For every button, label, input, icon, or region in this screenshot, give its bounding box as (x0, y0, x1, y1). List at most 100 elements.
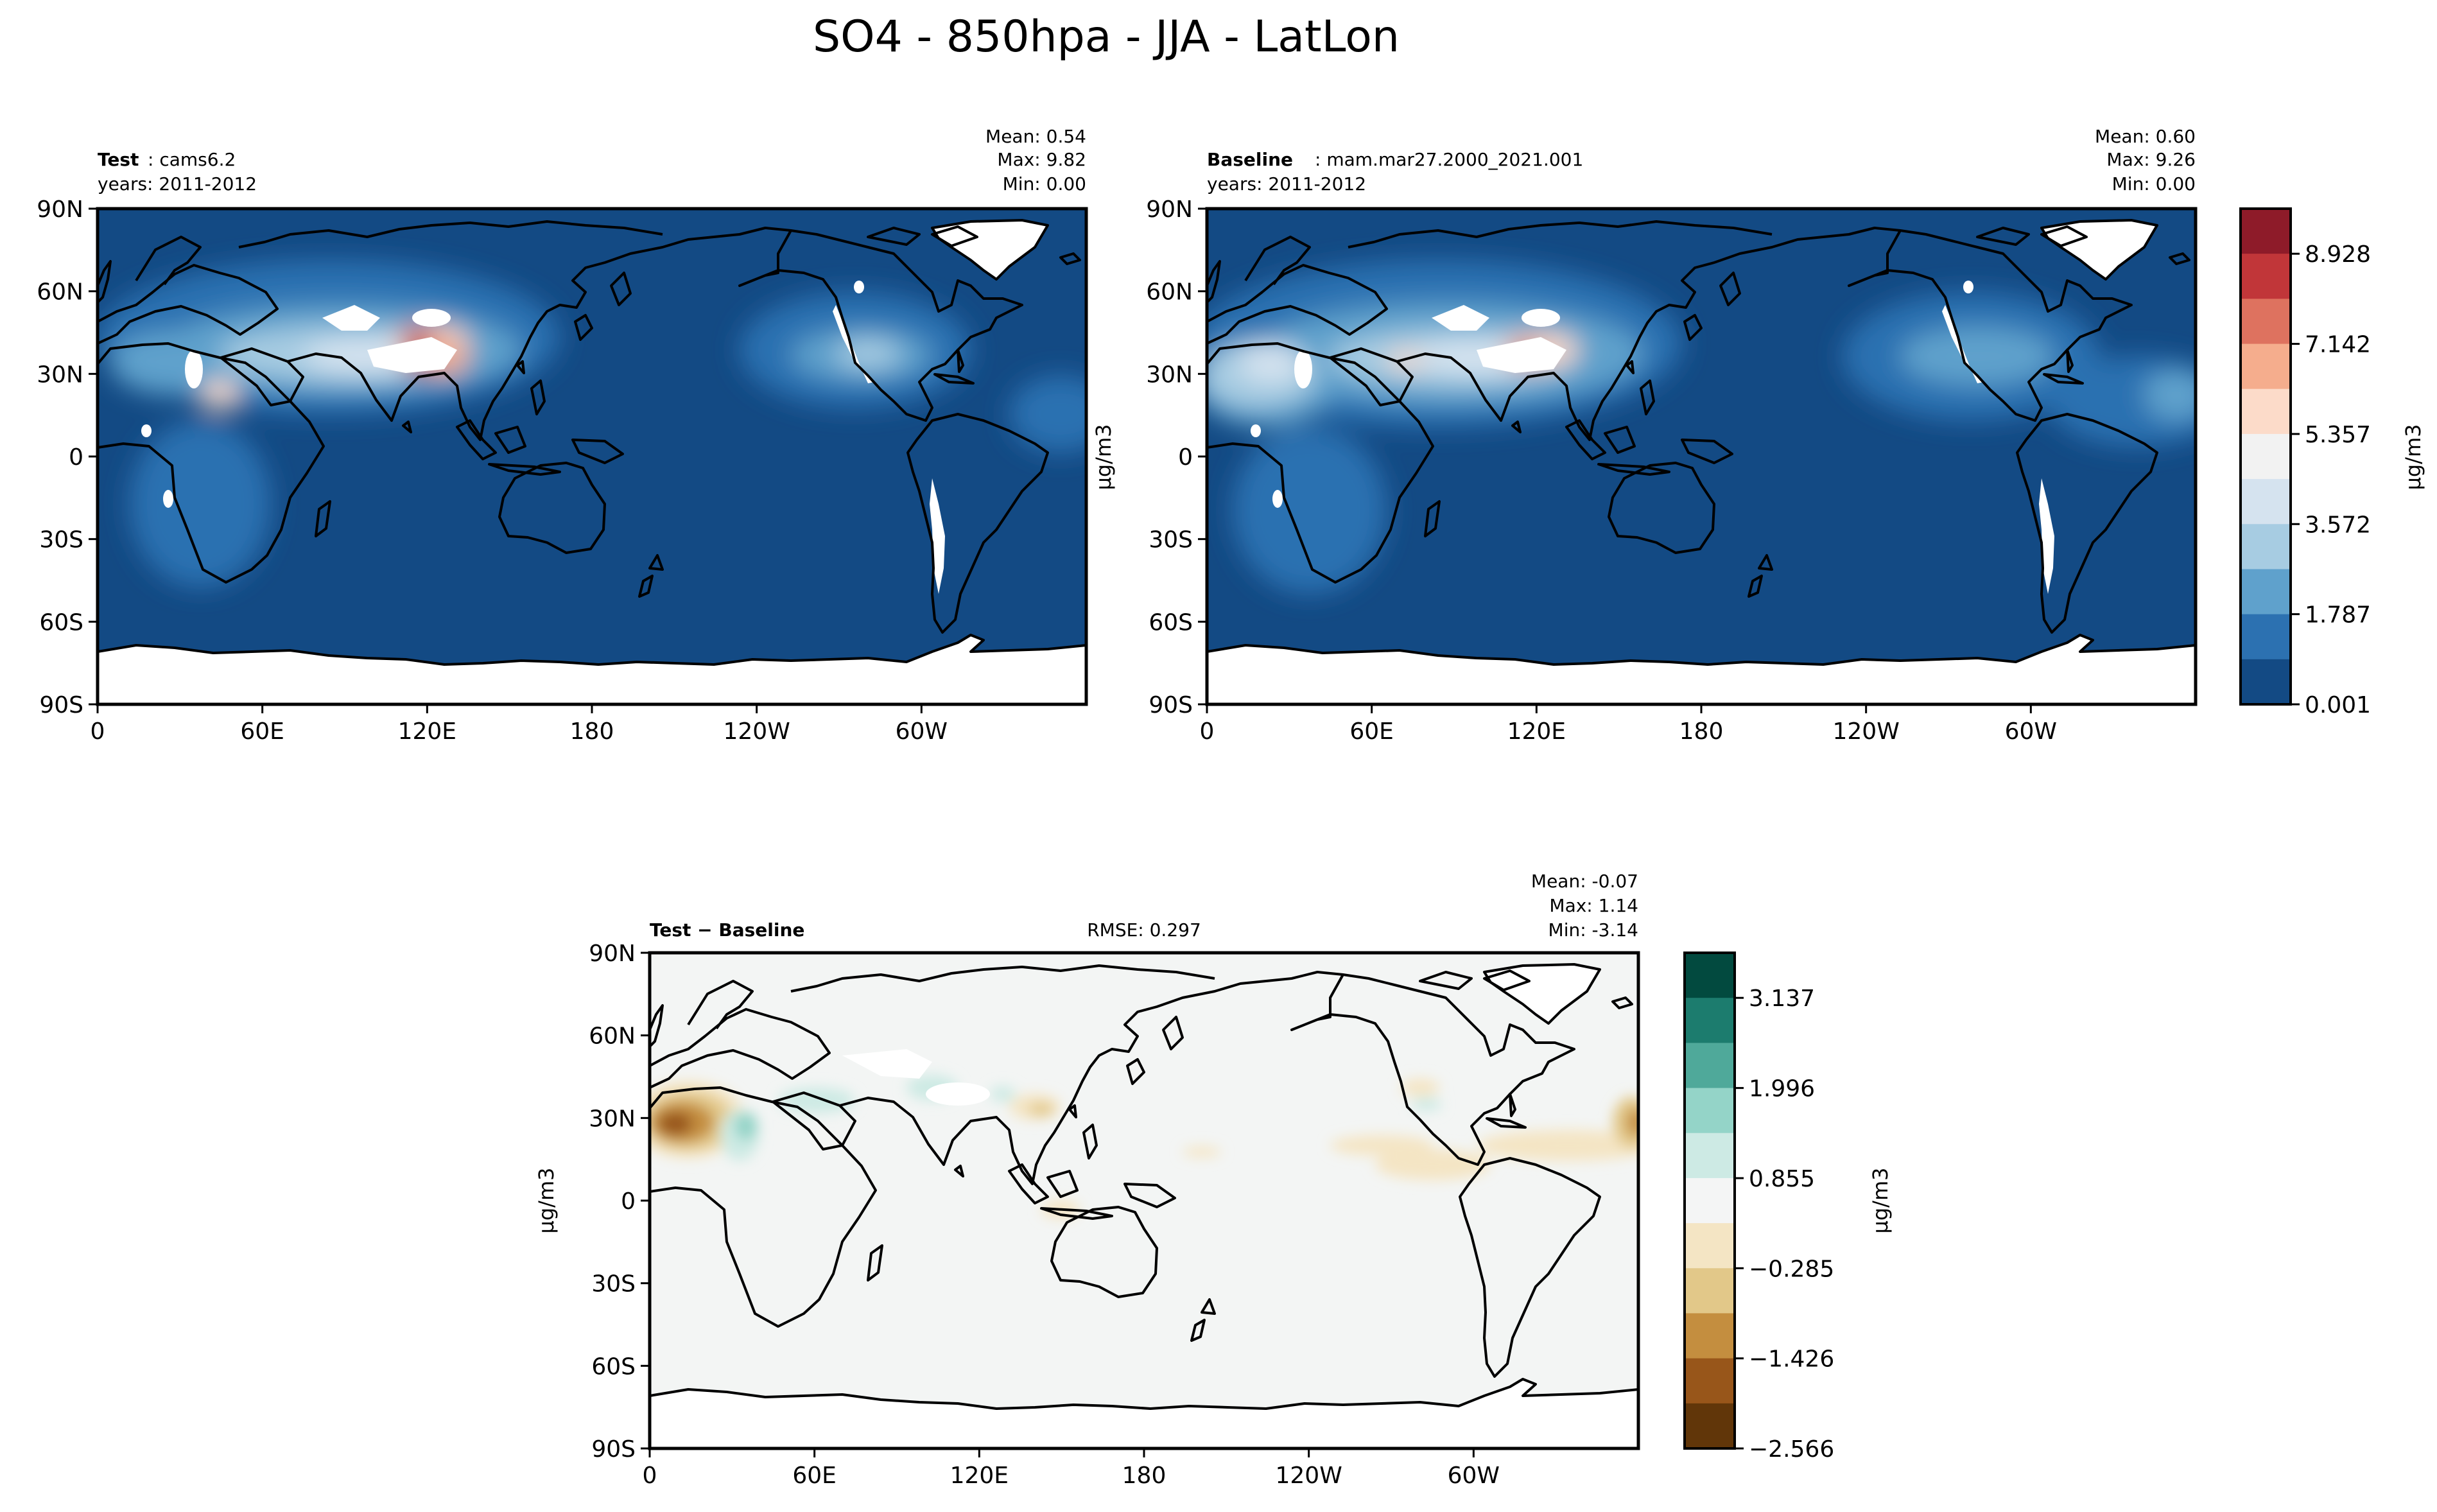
panel-diff: Test − Baseline RMSE: 0.297 Mean: -0.07 … (534, 871, 1640, 1489)
panel-diff-ylabel: μg/m3 (534, 1168, 559, 1234)
panel-test-stat-max: Max: 9.82 (997, 149, 1086, 170)
colorbar-main-segment (2241, 614, 2291, 660)
panel-diff-ytick-label: 60N (589, 1023, 636, 1050)
colorbar-main-segment (2241, 343, 2291, 390)
panel-baseline-xtick-label: 120E (1507, 718, 1566, 745)
colorbar-diff-label: μg/m3 (1868, 1168, 1893, 1234)
panel-diff-ytick-label: 90S (591, 1436, 636, 1463)
panel-test-label-bold: Test (98, 149, 139, 170)
colorbar-diff-segment (1685, 1313, 1735, 1359)
colorbar-main-segment (2241, 569, 2291, 615)
panel-baseline-ytick-label: 90N (1146, 196, 1193, 223)
panel-diff-xtick-label: 180 (1122, 1463, 1166, 1489)
colorbar-diff: 3.137 1.996 0.855 −0.285 −1.426 −2.566 (1683, 952, 1834, 1463)
panel-diff-ytick-label: 0 (621, 1188, 636, 1215)
colorbar-diff-tick-label: 3.137 (1749, 986, 1815, 1012)
panel-test-xtick-label: 60W (896, 718, 948, 745)
colorbar-diff-segment (1685, 1043, 1735, 1089)
colorbar-main-segment (2241, 524, 2291, 569)
colorbar-diff-segment (1685, 1133, 1735, 1179)
panel-baseline-stat-min: Min: 0.00 (2112, 173, 2196, 195)
colorbar-main-segment (2241, 479, 2291, 525)
colorbar-main-segment (2241, 659, 2291, 705)
panel-baseline-xtick-label: 60E (1349, 718, 1394, 745)
figure-title: SO4 - 850hpa - JJA - LatLon (813, 12, 1400, 62)
colorbar-main-segment (2241, 209, 2291, 254)
colorbar-diff-tick-label: −0.285 (1749, 1256, 1834, 1282)
colorbar-diff-segment (1685, 1403, 1735, 1449)
panel-diff-xtick-label: 60E (792, 1463, 837, 1489)
panel-test-xtick-label: 120W (724, 718, 790, 745)
colorbar-diff-tick-label: −1.426 (1749, 1346, 1834, 1373)
panel-baseline-axes: 0 60E 120E 180 120W 60W 90N 60N 30N 0 30S 60S 90S (1146, 196, 2057, 745)
panel-baseline-ytick-label: 0 (1178, 444, 1193, 471)
panel-test-ytick-label: 30S (39, 527, 83, 553)
panel-diff-xtick-label: 60W (1448, 1463, 1500, 1489)
colorbar-main-tick-label: 8.928 (2305, 241, 2371, 268)
colorbar-main-frame (2239, 207, 2292, 706)
panel-diff-stat-max: Max: 1.14 (1549, 895, 1638, 916)
colorbar-diff-segment (1685, 998, 1735, 1043)
colorbar-main-label: μg/m3 (2401, 424, 2425, 491)
panel-test-ytick-label: 30N (37, 361, 83, 388)
panel-baseline-ylabel: μg/m3 (1091, 424, 1116, 491)
panel-test-xtick-label: 180 (570, 718, 614, 745)
colorbar-main-segment (2241, 388, 2291, 435)
panel-diff-xtick-label: 120E (950, 1463, 1009, 1489)
panel-baseline-stat-mean: Mean: 0.60 (2095, 126, 2196, 147)
colorbar-diff-tick-label: 0.855 (1749, 1166, 1815, 1192)
panel-test-ytick-label: 0 (69, 444, 83, 471)
panel-test-axes: 0 60E 120E 180 120W 60W 90N 60N 30N 0 30S 60S 90S (37, 196, 948, 745)
colorbar-main-segment (2241, 254, 2291, 299)
colorbar-main-tick-label: 5.357 (2305, 422, 2371, 448)
colorbar-diff-segment (1685, 1223, 1735, 1269)
panel-test-xtick-label: 120E (398, 718, 456, 745)
panel-baseline-years: years: 2011-2012 (1207, 173, 1366, 195)
panel-test-years: years: 2011-2012 (98, 173, 257, 195)
panel-baseline-label-rest: : mam.mar27.2000_2021.001 (1315, 149, 1583, 170)
panel-baseline-ytick-label: 60N (1146, 279, 1193, 306)
colorbar-diff-segment (1685, 1358, 1735, 1404)
colorbar-diff-segment (1685, 1088, 1735, 1134)
panel-test-xtick-label: 60E (240, 718, 284, 745)
panel-diff-axes: 0 60E 120E 180 120W 60W 90N 60N 30N 0 30S 60S 90S (589, 941, 1500, 1489)
panel-baseline-label-bold: Baseline (1207, 149, 1293, 170)
panel-baseline-xtick-label: 180 (1679, 718, 1724, 745)
colorbar-diff-segment (1685, 1268, 1735, 1314)
colorbar-main-tick-label: 1.787 (2305, 602, 2371, 629)
colorbar-diff-segment (1685, 1177, 1735, 1224)
panel-test-stat-mean: Mean: 0.54 (985, 126, 1086, 147)
panel-diff-field-contours (650, 1075, 1638, 1219)
panel-test-ytick-label: 90N (37, 196, 83, 223)
panel-test-ytick-label: 60S (39, 609, 83, 636)
panel-diff-stat-min: Min: -3.14 (1548, 919, 1638, 941)
panel-baseline-ytick-label: 90S (1149, 692, 1193, 718)
panel-test: Test : cams6.2 years: 2011-2012 Mean: 0.… (37, 126, 1088, 745)
colorbar-diff-frame (1683, 952, 1736, 1450)
panel-diff-stat-mean: Mean: -0.07 (1531, 871, 1638, 892)
panel-test-label-rest: : cams6.2 (148, 149, 236, 170)
panel-diff-rmse: RMSE: 0.297 (1087, 919, 1201, 941)
panel-test-stat-min: Min: 0.00 (1003, 173, 1086, 195)
colorbar-main-tick-label: 3.572 (2305, 512, 2371, 538)
panel-baseline-xtick-label: 0 (1200, 718, 1215, 745)
panel-diff-ytick-label: 30S (591, 1271, 636, 1298)
colorbar-main: 8.928 7.142 5.357 3.572 1.787 0.001 (2239, 207, 2371, 718)
panel-test-xtick-label: 0 (91, 718, 105, 745)
panel-baseline-xtick-label: 120W (1833, 718, 1900, 745)
panel-baseline: Baseline : mam.mar27.2000_2021.001 years… (1146, 126, 2198, 745)
colorbar-main-tick-label: 0.001 (2305, 692, 2371, 718)
panel-baseline-stat-max: Max: 9.26 (2106, 149, 2196, 170)
panel-diff-ytick-label: 60S (591, 1353, 636, 1380)
panel-baseline-ytick-label: 30N (1146, 361, 1193, 388)
colorbar-diff-segment (1685, 953, 1735, 998)
panel-baseline-ytick-label: 60S (1149, 609, 1193, 636)
panel-baseline-ytick-label: 30S (1149, 527, 1193, 553)
panel-diff-xtick-label: 120W (1276, 1463, 1342, 1489)
colorbar-main-segment (2241, 433, 2291, 480)
colorbar-diff-tick-label: 1.996 (1749, 1076, 1815, 1102)
colorbar-main-tick-label: 7.142 (2305, 332, 2371, 358)
panel-diff-label-bold: Test − Baseline (650, 919, 804, 941)
colorbar-main-segment (2241, 299, 2291, 345)
